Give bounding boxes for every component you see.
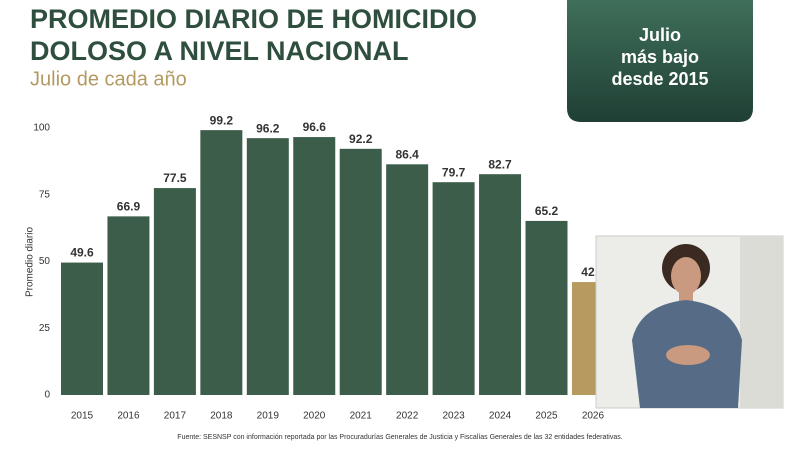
bar [200, 130, 243, 396]
y-tick-label: 0 [44, 390, 50, 401]
value-label: 77.5 [163, 171, 187, 185]
x-tick-label: 2016 [117, 411, 140, 422]
y-tick-label: 25 [39, 323, 51, 334]
bar [107, 216, 150, 395]
x-tick-label: 2018 [210, 411, 233, 422]
x-tick-label: 2022 [396, 411, 419, 422]
x-tick-label: 2015 [71, 411, 94, 422]
bar [479, 174, 522, 395]
title-line: PROMEDIO DIARIO DE HOMICIDIO [30, 4, 477, 34]
x-tick-label: 2026 [582, 411, 605, 422]
callout-box [567, 0, 753, 122]
bar [293, 137, 336, 395]
x-tick-label: 2020 [303, 411, 326, 422]
source: Fuente: SESNSP con información reportada… [177, 434, 622, 441]
callout-line: más bajo [621, 47, 699, 67]
callout-line: Julio [639, 25, 681, 45]
value-label: 96.6 [303, 120, 327, 134]
x-tick-label: 2024 [489, 411, 512, 422]
title-line: DOLOSO A NIVEL NACIONAL [30, 36, 409, 66]
interpreter-video [595, 235, 784, 409]
y-tick-label: 75 [39, 189, 51, 200]
value-label: 49.6 [70, 246, 94, 260]
bar [432, 182, 475, 395]
y-tick-label: 100 [33, 123, 50, 134]
bar [525, 220, 568, 395]
subtitle: Julio de cada año [30, 68, 187, 90]
x-tick-label: 2017 [164, 411, 187, 422]
value-label: 99.2 [210, 113, 234, 127]
bar [386, 164, 429, 395]
value-label: 96.2 [256, 121, 280, 135]
bar [339, 148, 382, 395]
value-label: 65.2 [535, 204, 559, 218]
x-tick-label: 2021 [350, 411, 373, 422]
bar [61, 262, 103, 395]
y-tick-label: 50 [39, 256, 51, 267]
bar [246, 138, 289, 395]
value-label: 66.9 [117, 200, 141, 214]
value-label: 92.2 [349, 132, 373, 146]
value-label: 82.7 [488, 157, 512, 171]
bar [153, 188, 196, 395]
callout-line: desde 2015 [611, 69, 708, 89]
x-tick-label: 2019 [257, 411, 280, 422]
x-tick-label: 2023 [442, 411, 465, 422]
value-label: 86.4 [395, 147, 419, 161]
y-axis-label: Promedio diario [25, 227, 36, 297]
value-label: 79.7 [442, 165, 466, 179]
x-tick-label: 2025 [535, 411, 558, 422]
